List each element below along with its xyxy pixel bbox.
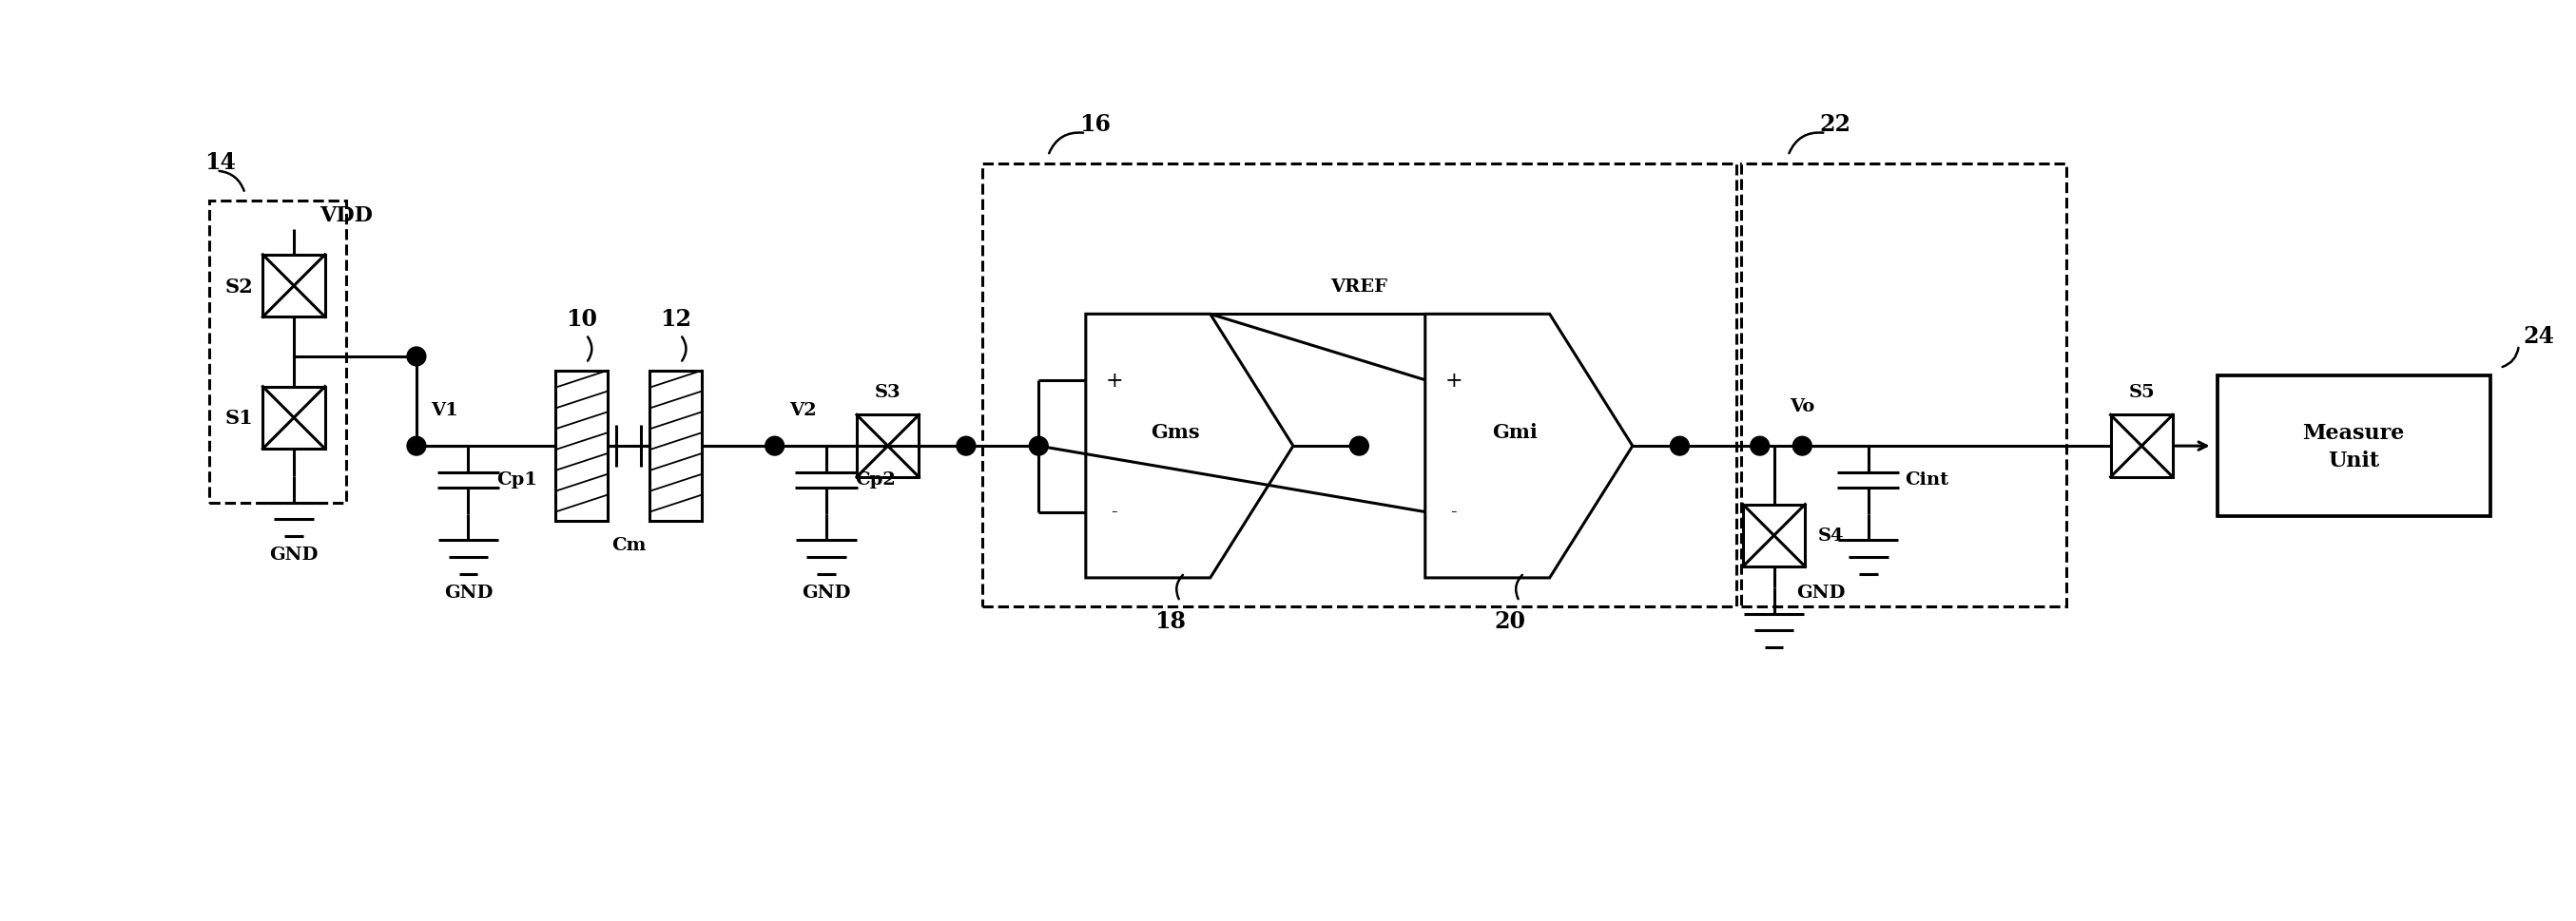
Text: Cp1: Cp1 <box>497 471 538 488</box>
Text: Cm: Cm <box>611 537 647 554</box>
Text: S5: S5 <box>2128 383 2154 401</box>
Text: Cint: Cint <box>1904 471 1947 488</box>
Text: S1: S1 <box>224 409 252 427</box>
Text: S2: S2 <box>224 277 252 296</box>
Bar <box>981 164 1736 606</box>
Text: GND: GND <box>801 584 850 600</box>
Text: GND: GND <box>443 584 492 600</box>
Text: GND: GND <box>270 546 319 563</box>
Circle shape <box>407 437 425 456</box>
Text: 10: 10 <box>567 308 598 331</box>
Bar <box>556 371 608 521</box>
Text: +: + <box>1445 370 1463 391</box>
Circle shape <box>956 437 976 456</box>
Circle shape <box>765 437 783 456</box>
Text: V2: V2 <box>788 402 817 419</box>
Text: Cp2: Cp2 <box>855 471 896 488</box>
Text: -: - <box>1450 504 1455 520</box>
Circle shape <box>1350 437 1368 456</box>
Text: V1: V1 <box>430 402 459 419</box>
Text: S4: S4 <box>1819 527 1844 544</box>
Bar <box>209 202 345 503</box>
Text: 24: 24 <box>2524 325 2555 347</box>
Circle shape <box>1793 437 1811 456</box>
Bar <box>858 415 920 477</box>
Bar <box>1744 505 1806 566</box>
Bar <box>263 387 325 449</box>
Text: VREF: VREF <box>1332 278 1388 295</box>
Text: 22: 22 <box>1819 113 1852 135</box>
Text: GND: GND <box>1795 584 1844 600</box>
Text: 16: 16 <box>1079 113 1110 135</box>
Text: S3: S3 <box>876 383 902 401</box>
Text: 12: 12 <box>659 308 690 331</box>
Text: VDD: VDD <box>319 205 374 227</box>
Text: Measure
Unit: Measure Unit <box>2303 422 2406 471</box>
Text: 14: 14 <box>204 151 237 173</box>
Circle shape <box>407 347 425 367</box>
Text: +: + <box>1105 370 1123 391</box>
Bar <box>649 371 701 521</box>
Bar <box>2110 415 2172 477</box>
Text: Gms: Gms <box>1151 423 1200 442</box>
Text: Gmi: Gmi <box>1492 423 1538 442</box>
Bar <box>1741 164 2066 606</box>
Circle shape <box>1752 437 1770 456</box>
Text: -: - <box>1110 504 1118 520</box>
Circle shape <box>1030 437 1048 456</box>
Bar <box>263 255 325 318</box>
Text: 18: 18 <box>1154 609 1188 632</box>
Circle shape <box>1669 437 1690 456</box>
Text: 20: 20 <box>1494 609 1525 632</box>
Text: Vo: Vo <box>1790 398 1814 415</box>
Bar <box>2218 376 2491 517</box>
